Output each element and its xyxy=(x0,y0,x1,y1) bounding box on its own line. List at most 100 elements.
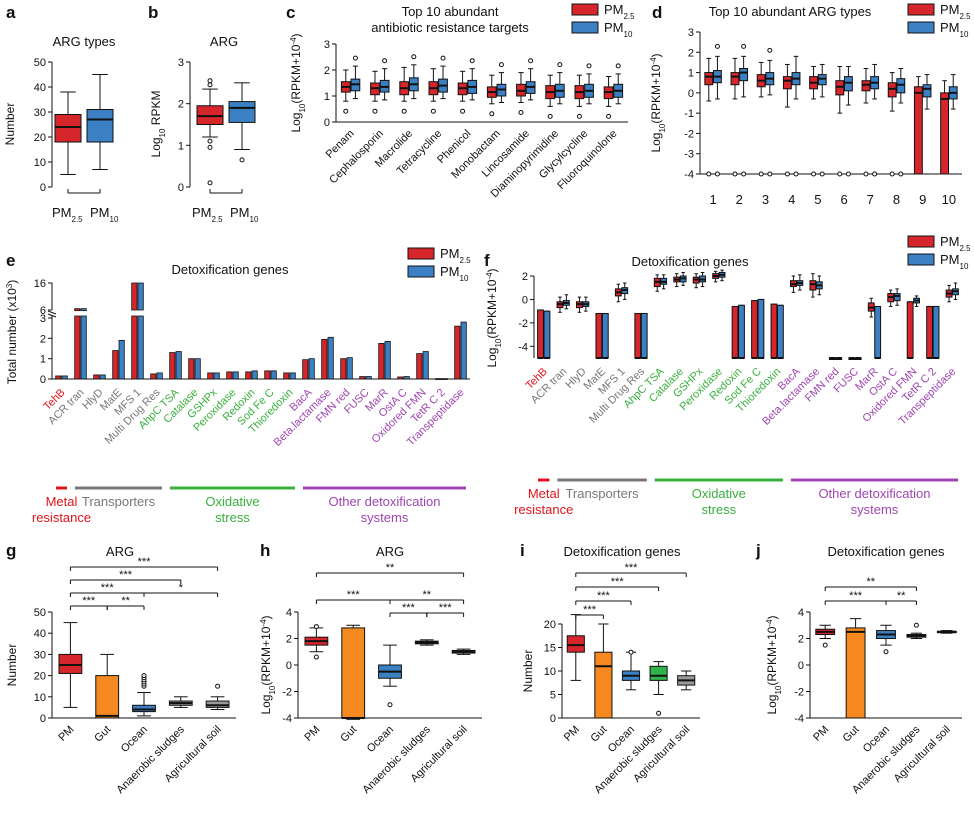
e-bar-pm10 xyxy=(270,370,277,380)
d-legend-label-pm25: PM2.5 xyxy=(940,2,971,21)
y-axis-label: Number xyxy=(5,644,19,687)
e-bar-pm10 xyxy=(327,336,334,380)
e-bar-pm25 xyxy=(264,370,271,380)
g-y-tick-label: 50 xyxy=(34,607,46,619)
e-bar-pm10 xyxy=(156,372,163,380)
y-axis-label: Total number (x103) xyxy=(5,280,20,385)
outlier-point xyxy=(141,673,147,679)
d-y-tick-label: -4 xyxy=(684,169,694,181)
y-axis-label: Log10(RPKM+10-4) xyxy=(765,615,783,714)
f-box-pm10-box xyxy=(601,312,609,359)
d-box-pm25-box xyxy=(782,76,792,90)
h-sig-label: *** xyxy=(347,589,361,601)
c-legend-swatch-pm10 xyxy=(571,21,599,34)
j-sig-label: ** xyxy=(897,590,906,602)
f-box-pm25-box xyxy=(809,280,817,291)
group-label-transport: Transporters xyxy=(565,486,639,501)
outlier-point xyxy=(822,642,828,648)
panel-label-e: e xyxy=(6,251,15,270)
c-outlier xyxy=(343,108,349,114)
g-x-tick-label: Anaerobic sludges xyxy=(114,723,187,796)
g-sig-label: * xyxy=(179,582,184,594)
d-y-tick-label: -1 xyxy=(684,108,694,120)
outlier-point xyxy=(313,654,319,660)
y-axis-label: Log10(RPKM+10-4) xyxy=(649,53,667,152)
e-y-tick-label: 6 xyxy=(40,305,46,317)
group-label-metal: resistance xyxy=(32,510,91,525)
j-y-tick-label: 4 xyxy=(798,607,804,619)
d-legend-label-pm10: PM10 xyxy=(940,20,969,39)
j-y-tick-label: -2 xyxy=(794,687,804,699)
i-box-3-box xyxy=(649,665,668,681)
c-outlier xyxy=(401,108,407,114)
outlier-point xyxy=(913,622,919,628)
c-outlier xyxy=(518,110,524,115)
h-x-tick-label: Gut xyxy=(338,724,359,745)
i-y-tick-label: 15 xyxy=(544,643,556,655)
e-bar-pm10 xyxy=(422,351,429,380)
i-x-tick-label: Gut xyxy=(588,724,609,745)
e-bar-pm10 xyxy=(213,372,220,380)
group-label-other: Other detoxification xyxy=(818,486,930,501)
g-sig-label: *** xyxy=(101,582,115,594)
g-x-tick-label: Gut xyxy=(92,724,113,745)
b-outlier-pm25 xyxy=(207,138,213,144)
d-outlier xyxy=(767,47,773,53)
c-y-tick-label: 0 xyxy=(324,117,330,129)
i-box-0-box xyxy=(566,635,585,653)
y-axis-label: Log10(RPKM+10-4) xyxy=(485,268,503,367)
d-outlier xyxy=(714,171,720,177)
e-axis-break xyxy=(47,310,57,315)
b-outlier-pm10 xyxy=(239,157,245,163)
e-bar-pm10 xyxy=(232,371,239,380)
group-label-oxid: stress xyxy=(215,510,250,525)
c-y-tick-label: 3 xyxy=(324,39,330,51)
e-bar-pm25 xyxy=(150,373,157,380)
d-y-tick-label: -3 xyxy=(684,149,694,161)
a-y-tick-label: 10 xyxy=(34,157,46,169)
d-y-tick-label: 0 xyxy=(688,88,694,100)
c-legend-label-pm25: PM2.5 xyxy=(604,2,635,21)
chart-title: ARG xyxy=(210,34,238,49)
h-y-tick-label: -2 xyxy=(282,687,292,699)
d-y-tick-label: -2 xyxy=(684,128,694,140)
h-sig-label: *** xyxy=(402,602,416,614)
e-bar-pm25 xyxy=(207,372,214,380)
f-box-pm25-box xyxy=(634,312,642,359)
c-outlier xyxy=(615,63,621,69)
b-outlier-pm25 xyxy=(207,78,213,84)
g-sig-label: *** xyxy=(82,595,96,607)
d-y-tick-label: 1 xyxy=(688,68,694,80)
group-label-other: systems xyxy=(851,502,899,517)
b-box-pm25-box xyxy=(196,105,224,125)
c-legend-swatch-pm25 xyxy=(571,3,599,16)
x-tick-label-pm10: PM10 xyxy=(90,205,119,224)
d-box-pm25-box xyxy=(940,92,950,175)
e-bar-pm25 xyxy=(340,358,347,380)
f-y-tick-label: -2 xyxy=(518,318,528,330)
b-outlier-pm25 xyxy=(207,82,213,88)
e-bar-pm25 xyxy=(283,372,290,380)
e-bar-pm10 xyxy=(137,315,144,380)
e-bar-pm25 xyxy=(454,325,461,380)
outlier-point xyxy=(387,702,393,708)
e-y-tick-label: 3 xyxy=(40,313,46,325)
panel-label-g: g xyxy=(6,541,16,560)
chart-title: ARG xyxy=(106,544,134,559)
d-legend-swatch-pm10 xyxy=(907,21,935,34)
j-x-tick-label: Gut xyxy=(841,724,862,745)
c-outlier xyxy=(498,62,504,68)
c-outlier xyxy=(411,54,417,60)
y-axis-label: Log10(RPKM+10-4) xyxy=(289,33,307,132)
b-outlier-pm25 xyxy=(207,144,213,150)
d-y-tick-label: 3 xyxy=(688,27,694,39)
f-box-pm10-box xyxy=(893,293,901,302)
e-bar-pm25 xyxy=(302,359,309,380)
a-y-tick-label: 40 xyxy=(34,82,46,94)
f-y-tick-label: -4 xyxy=(518,341,528,353)
e-bar-pm10 xyxy=(251,370,258,380)
e-y-tick-label: 16 xyxy=(34,278,46,290)
d-box-pm25-box xyxy=(913,86,923,175)
panel-label-j: j xyxy=(755,541,761,560)
f-box-pm10-box xyxy=(874,305,882,359)
